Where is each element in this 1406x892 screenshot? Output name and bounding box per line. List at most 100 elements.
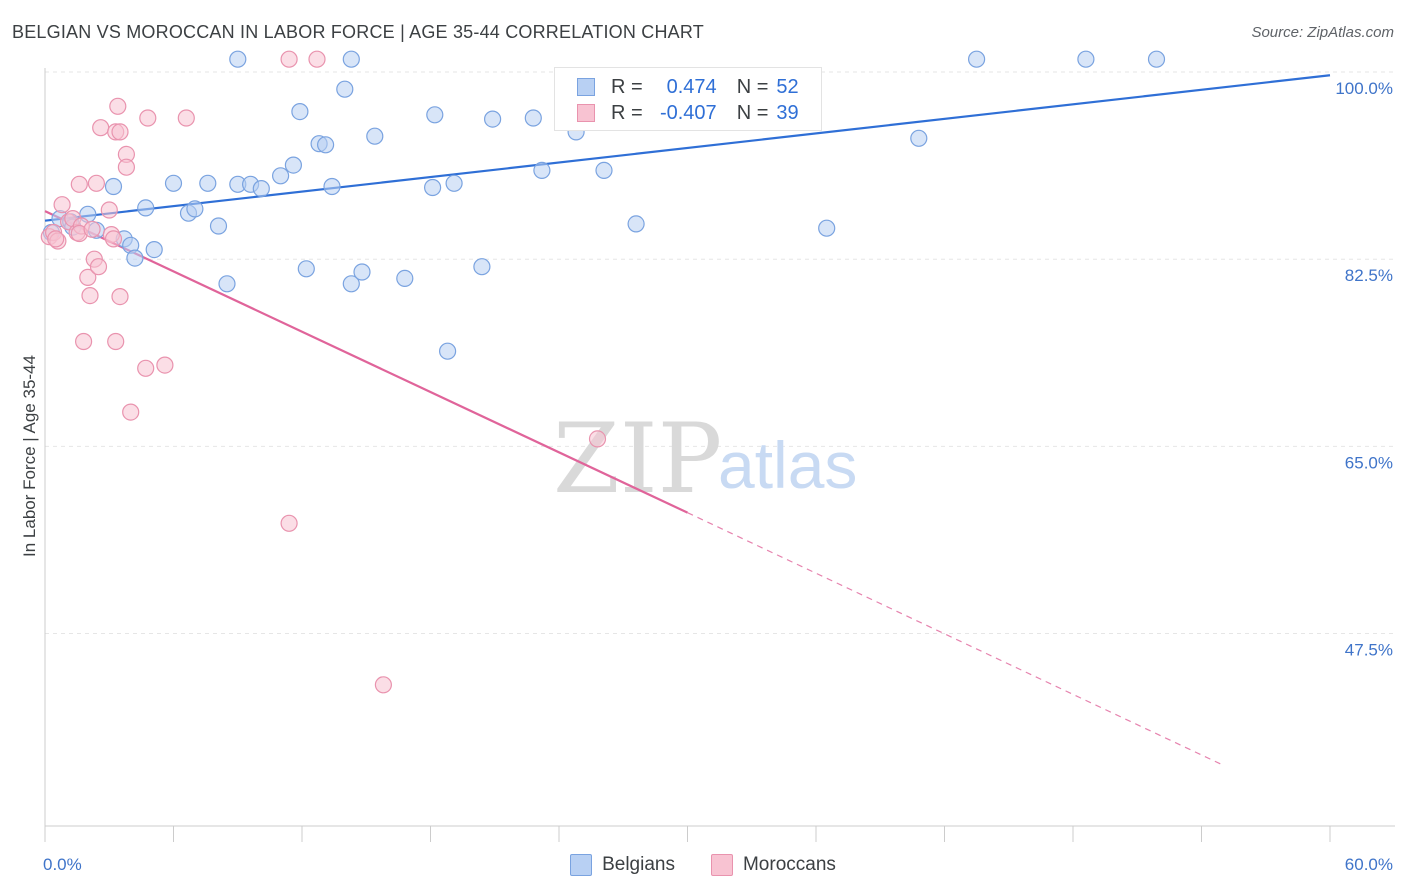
moroccans-trend-line — [44, 210, 688, 514]
data-points — [40, 50, 1166, 694]
belgians-legend-label: Belgians — [602, 854, 675, 875]
moroccans-point — [92, 119, 110, 137]
belgians-point — [284, 156, 302, 174]
belgians-point — [229, 50, 247, 68]
belgians-legend-swatch — [570, 854, 593, 876]
y-tick-label: 47.5% — [1345, 641, 1393, 660]
moroccans-legend-swatch — [710, 854, 733, 876]
moroccans-point — [137, 359, 155, 377]
legend-row-moroccans: R = -0.407 N = 39 — [577, 100, 799, 126]
moroccans-point — [156, 356, 174, 374]
n-label: N = — [736, 101, 769, 124]
y-tick-label: 65.0% — [1345, 453, 1393, 472]
belgians-point — [342, 275, 360, 293]
legend-row-belgians: R = 0.474 N = 52 — [577, 74, 799, 100]
moroccans-point — [374, 676, 392, 694]
moroccans-point — [280, 50, 298, 68]
moroccans-point — [109, 97, 127, 115]
legend-item-moroccans: Moroccans — [710, 854, 836, 876]
r-label: R = — [611, 75, 643, 98]
belgians-point — [366, 127, 384, 145]
belgians-point — [426, 106, 444, 124]
belgians-point — [252, 180, 270, 198]
belgians-point — [291, 102, 309, 121]
belgians-point — [297, 260, 315, 278]
moroccans-point — [47, 230, 65, 248]
moroccans-point — [87, 174, 106, 192]
x-tick-labels: 0.0% 60.0% — [43, 855, 1393, 874]
belgians-point — [595, 161, 613, 179]
belgians-point — [186, 200, 204, 218]
belgians-point — [1077, 50, 1095, 68]
moroccans-point — [107, 332, 125, 351]
moroccans-point — [139, 109, 157, 127]
belgians-point — [317, 136, 335, 154]
watermark: ZIP atlas — [553, 403, 857, 515]
moroccans-point — [81, 287, 99, 305]
belgians-point — [126, 249, 144, 267]
belgians-point — [323, 177, 341, 196]
belgians-point — [473, 258, 491, 276]
watermark-atlas: atlas — [718, 428, 857, 502]
belgians-point — [199, 174, 217, 192]
belgians-point — [272, 167, 290, 185]
series-belgians — [42, 50, 1166, 360]
belgians-point — [424, 178, 442, 197]
moroccans-point — [83, 220, 101, 238]
axes — [44, 68, 1395, 842]
series-moroccans — [40, 50, 607, 694]
belgians-point — [818, 219, 836, 237]
belgians-n-value: 52 — [776, 75, 799, 98]
belgians-point — [209, 217, 228, 235]
chart-title: BELGIAN VS MOROCCAN IN LABOR FORCE | AGE… — [12, 22, 704, 42]
y-tick-label: 100.0% — [1335, 79, 1393, 98]
moroccans-point — [111, 123, 129, 141]
r-label: R = — [611, 101, 643, 124]
moroccans-trend-extension — [687, 512, 1224, 766]
belgians-point — [218, 275, 236, 293]
belgians-point — [336, 80, 354, 98]
belgians-point — [439, 342, 457, 360]
moroccans-point — [74, 332, 93, 351]
moroccans-point — [117, 158, 136, 176]
belgians-point — [342, 50, 360, 68]
grid-lines — [45, 71, 1395, 634]
n-label: N = — [736, 75, 769, 98]
belgians-point — [967, 50, 986, 68]
x-tick-label: 0.0% — [43, 855, 82, 874]
watermark-zip: ZIP — [553, 403, 722, 515]
belgians-point — [164, 174, 183, 192]
y-axis-label: In Labor Force | Age 35-44 — [20, 355, 39, 557]
moroccans-point — [111, 288, 129, 306]
belgians-point — [445, 174, 463, 192]
y-tick-labels: 100.0% 82.5% 65.0% 47.5% — [1335, 79, 1393, 659]
series-legend: Belgians Moroccans — [0, 852, 1406, 878]
belgians-point — [1147, 50, 1166, 68]
moroccans-point — [280, 514, 298, 532]
moroccans-legend-label: Moroccans — [742, 854, 836, 875]
y-tick-label: 82.5% — [1345, 266, 1393, 285]
belgians-point — [910, 129, 928, 147]
belgians-point — [137, 199, 155, 217]
belgians-point — [104, 177, 123, 196]
belgians-r-value: 0.474 — [666, 75, 717, 98]
belgians-point — [396, 269, 414, 287]
belgians-point — [484, 110, 502, 128]
belgians-point — [145, 241, 163, 259]
belgians-swatch — [577, 78, 595, 96]
moroccans-n-value: 39 — [776, 101, 799, 124]
moroccans-point — [53, 196, 71, 214]
moroccans-point — [308, 50, 326, 68]
legend-item-belgians: Belgians — [570, 854, 675, 876]
moroccans-swatch — [577, 104, 595, 122]
belgians-point — [627, 215, 645, 233]
moroccans-point — [104, 230, 123, 248]
chart-source: Source: ZipAtlas.com — [1251, 24, 1394, 41]
belgians-point — [533, 161, 551, 179]
moroccans-point — [588, 430, 607, 448]
belgians-point — [524, 109, 542, 127]
moroccans-point — [122, 403, 140, 421]
moroccans-r-value: -0.407 — [659, 101, 717, 124]
moroccans-point — [79, 268, 97, 286]
